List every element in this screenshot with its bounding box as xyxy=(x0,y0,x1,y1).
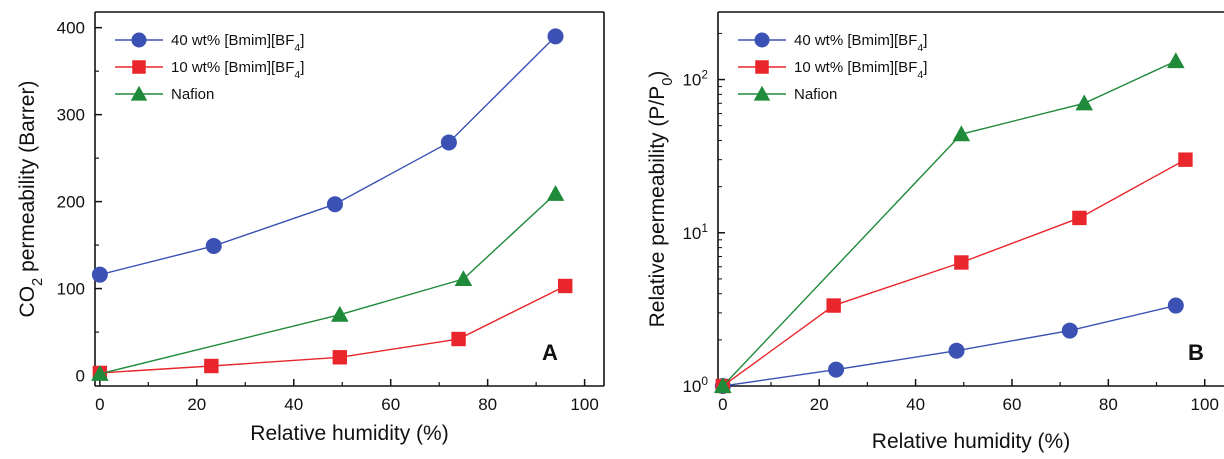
series-line xyxy=(722,60,1177,387)
legend: 40 wt% [Bmim][BF4] 10 wt% [Bmim][BF4] Nafi… xyxy=(115,32,304,103)
legend-item: 10 wt% [Bmim][BF4] xyxy=(738,59,927,81)
data-point xyxy=(547,28,564,45)
series-line xyxy=(722,304,1176,387)
panel-label: B xyxy=(1188,340,1204,365)
data-point xyxy=(714,377,732,394)
series-line xyxy=(99,193,556,375)
series-circle xyxy=(91,28,564,283)
data-point xyxy=(948,342,965,359)
legend-label: 10 wt% [Bmim][BF4] xyxy=(794,59,927,81)
legend-label: 40 wt% [Bmim][BF4] xyxy=(171,32,304,54)
y-tick-label: 100 xyxy=(57,280,85,299)
legend-label: 10 wt% [Bmim][BF4] xyxy=(171,59,304,81)
y-tick-label: 400 xyxy=(57,19,85,38)
chart-panel-b: 0 20 40 60 80 100 100 101 102 Relative humidity (… xyxy=(646,11,1224,453)
x-tick-label: 0 xyxy=(95,395,104,414)
legend-marker xyxy=(130,85,148,101)
x-tick-label: 60 xyxy=(1003,395,1022,414)
data-point xyxy=(326,196,343,213)
legend-item: 40 wt% [Bmim][BF4] xyxy=(738,32,927,54)
y-tick-label: 0 xyxy=(76,367,85,386)
legend-marker xyxy=(754,32,770,48)
data-point xyxy=(826,298,841,313)
data-point xyxy=(1167,297,1184,314)
series-triangle xyxy=(91,184,565,381)
data-point xyxy=(1061,322,1078,339)
data-point xyxy=(331,305,349,322)
legend-marker xyxy=(753,85,771,101)
x-axis-label: Relative humidity (%) xyxy=(250,422,448,445)
plot-frame xyxy=(94,11,605,387)
data-point xyxy=(1072,210,1087,226)
y-tick-label: 300 xyxy=(57,106,85,125)
data-point xyxy=(558,278,573,294)
data-point xyxy=(91,365,109,381)
data-point xyxy=(546,184,565,201)
legend-label: 40 wt% [Bmim][BF4] xyxy=(794,32,927,54)
data-point xyxy=(451,331,466,347)
x-tick-label: 100 xyxy=(1191,395,1219,414)
data-point xyxy=(952,125,971,142)
data-point xyxy=(454,270,473,287)
x-tick-label: 80 xyxy=(478,395,497,414)
y-tick-label: 102 xyxy=(682,68,708,90)
series-square xyxy=(92,278,573,381)
plot-frame xyxy=(717,11,1224,387)
legend-marker xyxy=(132,60,146,74)
x-axis-label: Relative humidity (%) xyxy=(872,430,1070,453)
x-tick-label: 40 xyxy=(284,395,303,414)
y-tick-label: 200 xyxy=(57,193,85,212)
series-triangle xyxy=(714,52,1185,394)
chart-panel-a: 0 20 40 60 80 100 0 100 200 300 400 Relative humidi… xyxy=(16,11,605,445)
legend-marker xyxy=(755,60,769,74)
x-tick-label: 60 xyxy=(381,395,400,414)
data-point xyxy=(828,361,845,378)
legend-marker xyxy=(131,32,147,48)
legend-label: Nafion xyxy=(794,86,837,103)
y-axis-label: CO2 permeability (Barrer) xyxy=(16,81,46,318)
x-tick-label: 40 xyxy=(906,395,925,414)
legend-item: 10 wt% [Bmim][BF4] xyxy=(115,59,304,81)
y-tick-label: 100 xyxy=(682,374,708,396)
legend-item: Nafion xyxy=(738,85,837,103)
series-line xyxy=(99,35,557,276)
data-point xyxy=(204,358,219,374)
data-point xyxy=(205,237,222,254)
x-tick-label: 100 xyxy=(570,395,598,414)
legend-item: 40 wt% [Bmim][BF4] xyxy=(115,32,304,54)
legend-label: Nafion xyxy=(171,86,214,103)
y-axis-label: Relative permeability (P/P0) xyxy=(646,71,676,328)
x-tick-label: 80 xyxy=(1099,395,1118,414)
series-circle xyxy=(714,297,1184,394)
data-point xyxy=(1178,152,1193,167)
panel-label: A xyxy=(542,340,558,365)
data-point xyxy=(1167,52,1185,69)
x-tick-label: 20 xyxy=(187,395,206,414)
legend-item: Nafion xyxy=(115,85,214,103)
data-point xyxy=(440,134,457,151)
legend: 40 wt% [Bmim][BF4] 10 wt% [Bmim][BF4] Nafi… xyxy=(738,32,927,103)
x-tick-label: 20 xyxy=(810,395,829,414)
series-line xyxy=(99,285,566,374)
data-point xyxy=(954,255,969,270)
y-tick-label: 101 xyxy=(682,221,708,243)
data-point xyxy=(1075,94,1094,111)
x-tick-label: 0 xyxy=(718,395,727,414)
data-point xyxy=(332,350,348,365)
data-point xyxy=(91,266,108,283)
